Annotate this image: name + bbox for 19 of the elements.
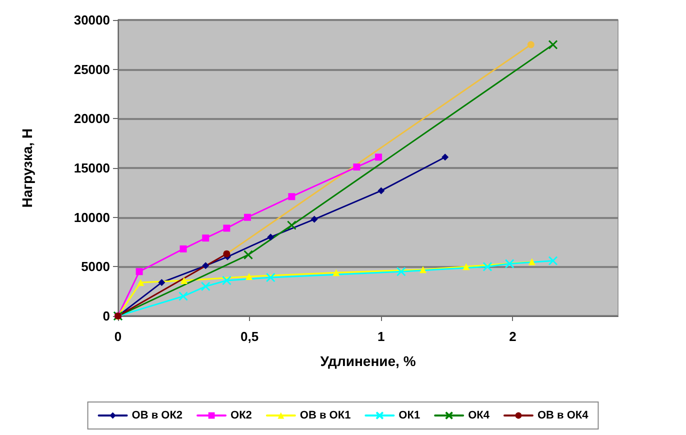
legend-label: ОВ в ОК4 <box>537 410 590 422</box>
legend-label: ОВ в ОК2 <box>132 410 183 422</box>
y-tick-label: 5000 <box>81 259 110 274</box>
x-tick-label: 0,5 <box>240 329 259 344</box>
y-tick-label: 15000 <box>74 160 110 176</box>
legend-label: ОК1 <box>398 410 420 422</box>
y-tick-label: 10000 <box>74 210 110 225</box>
y-tick-label: 0 <box>102 308 110 324</box>
y-axis-title: Нагрузка, Н <box>19 128 35 208</box>
x-tick-label: 1 <box>378 329 385 344</box>
legend-label: ОК4 <box>468 410 490 422</box>
x-tick-label: 0 <box>114 329 122 344</box>
y-tick-label: 20000 <box>74 111 110 126</box>
x-axis-title: Удлинение, % <box>320 353 416 369</box>
y-tick-label: 30000 <box>74 12 110 28</box>
legend-label: ОВ в ОК1 <box>300 410 351 422</box>
legend-label: ОК2 <box>230 410 252 422</box>
x-tick-label: 2 <box>509 329 516 344</box>
y-tick-label: 25000 <box>74 62 110 77</box>
